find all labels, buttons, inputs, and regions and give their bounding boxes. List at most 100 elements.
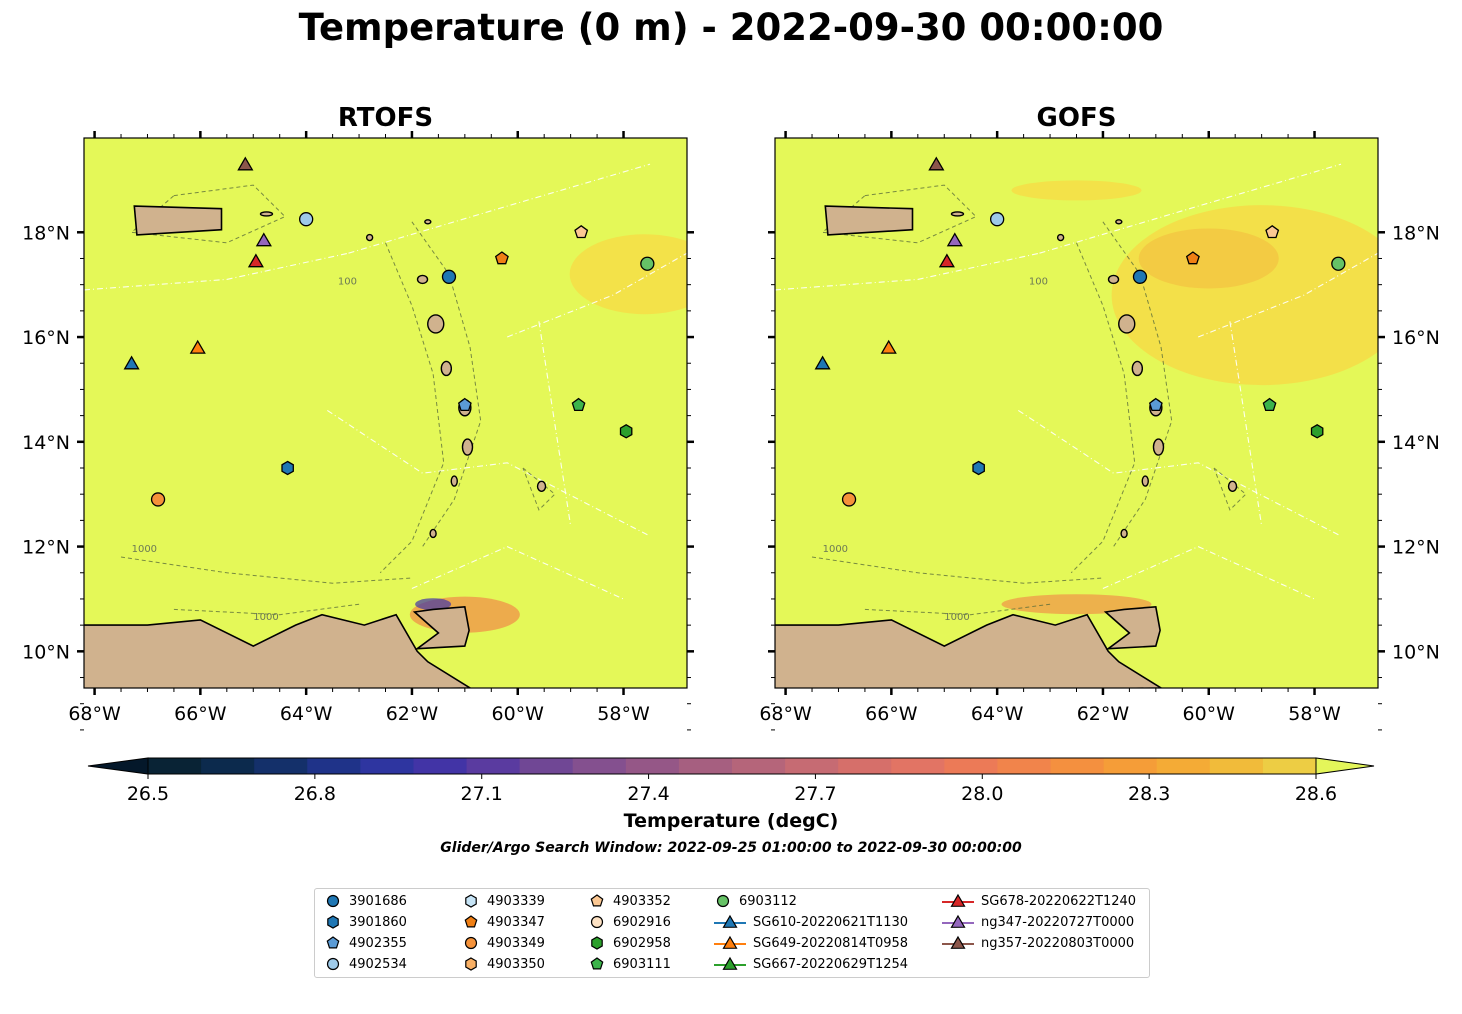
cool-patch [415, 598, 452, 611]
marker-4903349 [841, 492, 857, 507]
colorbar-tick-label: 27.1 [461, 783, 503, 805]
lat-tick-label: 10°N [22, 641, 70, 663]
boundary-line [1229, 321, 1263, 526]
legend-label: ng357-20220803T0000 [981, 935, 1135, 951]
island [1115, 219, 1123, 225]
lon-tick-label: 58°W [597, 703, 650, 725]
island [429, 528, 437, 539]
colorbar-bin [201, 758, 255, 774]
lat-tick-label: 14°N [1392, 432, 1440, 454]
lon-tick-label: 66°W [865, 703, 918, 725]
colorbar-bin [360, 758, 414, 774]
colorbar-bin [732, 758, 786, 774]
land-puerto-rico [824, 205, 914, 236]
bathymetry-contour [811, 556, 1103, 584]
legend-item-3901860: 3901860 [323, 912, 407, 932]
colorbar-tick-label: 28.0 [961, 783, 1003, 805]
legend-item-4902534: 4902534 [323, 954, 407, 974]
legend-label: 6902916 [613, 914, 671, 930]
marker-ng347-20220727T0000 [946, 232, 963, 247]
legend-item-6903112: 6903112 [713, 891, 797, 911]
legend-label: 3901686 [349, 893, 407, 909]
colorbar-bin [466, 758, 521, 774]
legend-label: 6903112 [739, 893, 797, 909]
bathymetry-contour [1102, 221, 1173, 547]
marker-6903112 [1331, 256, 1346, 271]
warm-patch [1138, 228, 1279, 289]
lon-tick-label: 62°W [1077, 703, 1130, 725]
bathymetry-contour [173, 603, 360, 616]
island [536, 480, 547, 493]
contour-label: 1000 [944, 612, 969, 623]
colorbar-bin [944, 758, 998, 774]
colorbar-tick-label: 27.7 [794, 783, 836, 805]
legend-item-SG649-20220814T0958: SG649-20220814T0958 [713, 933, 908, 953]
legend-label: ng347-20220727T0000 [981, 914, 1135, 930]
boundary-line [1102, 545, 1315, 600]
colorbar-bin [1209, 758, 1264, 774]
land-puerto-rico [133, 205, 223, 236]
marker-3901860 [281, 460, 294, 476]
legend-marker-icon [464, 936, 478, 950]
lat-tick-label: 18°N [1392, 222, 1440, 244]
island [1131, 360, 1144, 377]
legend-item-SG610-20220621T1130: SG610-20220621T1130 [713, 912, 908, 932]
land-trinidad [1103, 605, 1161, 650]
legend-item-4903347: 4903347 [461, 912, 545, 932]
marker-4903347 [494, 251, 509, 265]
legend-item-4903350: 4903350 [461, 954, 545, 974]
marker-4902355 [1148, 397, 1163, 412]
marker-4903352 [1265, 224, 1280, 239]
colorbar-bin [1103, 758, 1158, 774]
island [450, 475, 458, 487]
island [1056, 233, 1065, 242]
island [729, 534, 737, 538]
panel-title: GOFS [1037, 103, 1117, 133]
warm-patch [1111, 205, 1378, 386]
bathymetry-contour [821, 184, 977, 244]
colorbar-tick-label: 28.3 [1128, 783, 1170, 805]
colorbar-bin [891, 758, 945, 774]
colorbar: 26.5 26.8 27.1 27.4 27.7 28.0 28.3 28.6 [87, 757, 1375, 805]
colorbar-bin [785, 758, 839, 774]
legend-marker-icon [464, 915, 478, 928]
legend-label: 4903347 [487, 914, 545, 930]
lat-tick-label: 12°N [22, 537, 70, 559]
marker-4902534 [990, 212, 1005, 227]
colorbar-tick-label: 26.8 [294, 783, 336, 805]
legend-item-6902958: 6902958 [587, 933, 671, 953]
legend-marker-icon [590, 957, 604, 970]
legend-label: SG610-20220621T1130 [753, 914, 909, 930]
boundary-line [326, 409, 651, 537]
lon-tick-label: 64°W [280, 703, 333, 725]
legend-label: 3901860 [349, 914, 407, 930]
legend-marker-icon [714, 914, 746, 928]
contour-label: 100 [338, 277, 357, 288]
figure-title: Temperature (0 m) - 2022-09-30 00:00:00 [298, 6, 1164, 49]
legend-item-4903349: 4903349 [461, 933, 545, 953]
island [766, 534, 774, 538]
island [365, 233, 374, 242]
island [1152, 438, 1165, 456]
bathymetry-contour [522, 467, 556, 511]
legend-marker-icon [942, 893, 974, 907]
bathymetry-contour [864, 603, 1051, 616]
marker-4902534 [299, 212, 314, 227]
colorbar-bin [307, 758, 361, 774]
warm-patch [1001, 594, 1152, 615]
marker-3901686 [441, 269, 457, 284]
bathymetry-contour [1070, 242, 1136, 574]
lon-tick-label: 64°W [971, 703, 1024, 725]
marker-6902958 [1310, 424, 1324, 439]
colorbar-frame [147, 757, 1317, 775]
legend-marker-icon [465, 957, 477, 971]
marker-6902958 [619, 424, 633, 439]
legend-label: 4902355 [349, 935, 407, 951]
boundary-line [348, 163, 651, 254]
colorbar-label: Temperature (degC) [623, 810, 839, 832]
colorbar-bin [1050, 758, 1105, 774]
colorbar-bin [1262, 758, 1317, 774]
island [424, 219, 432, 225]
legend-item-4902355: 4902355 [323, 933, 407, 953]
legend-item-ng347-20220727T0000: ng347-20220727T0000 [941, 912, 1134, 932]
